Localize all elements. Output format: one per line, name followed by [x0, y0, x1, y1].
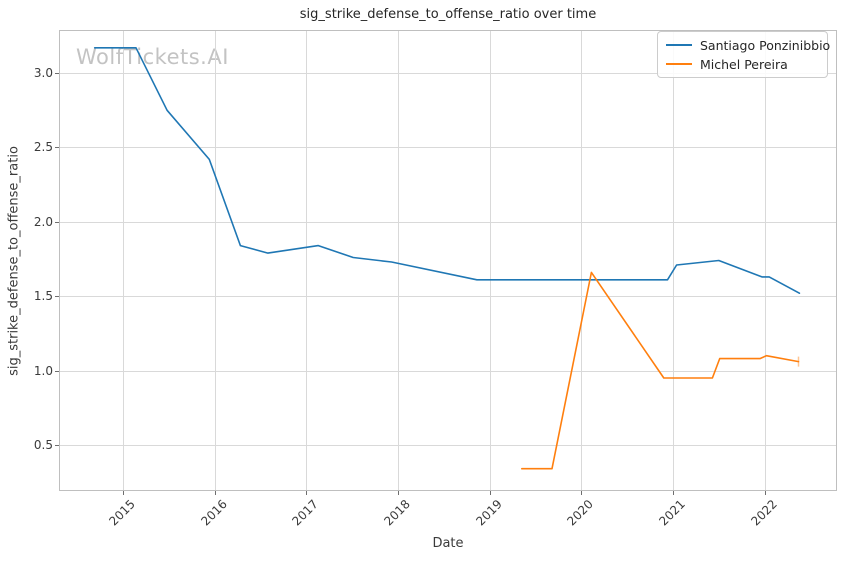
plot-border [59, 30, 837, 491]
x-tick-label: 2020 [564, 497, 596, 529]
y-tick-label: 1.5 [33, 289, 53, 303]
chart-title: sig_strike_defense_to_offense_ratio over… [299, 7, 597, 22]
legend-line-swatch-icon [666, 63, 692, 65]
y-axis-label: sig_strike_defense_to_offense_ratio [6, 146, 22, 376]
watermark: WolfTickets.AI [76, 45, 229, 69]
y-tick-label: 1.0 [33, 364, 53, 378]
plot-area [55, 30, 837, 495]
y-tick-label: 3.0 [33, 66, 53, 80]
legend-line-swatch-icon [666, 44, 692, 46]
legend: Santiago Ponzinibbio Michel Pereira [657, 31, 830, 78]
x-tick-label: 2021 [656, 497, 688, 529]
series-line [520, 271, 800, 470]
x-tick-label: 2016 [198, 497, 230, 529]
series-line [93, 46, 801, 295]
x-tick-label: 2018 [381, 497, 413, 529]
x-tick-label: 2015 [106, 497, 138, 529]
y-tick-label: 0.5 [33, 438, 53, 452]
y-tick-label: 2.5 [33, 140, 53, 154]
x-tick-label: 2019 [473, 497, 505, 529]
legend-label: Santiago Ponzinibbio [700, 37, 831, 53]
legend-item-santiago-ponzinibbio: Santiago Ponzinibbio [666, 37, 830, 53]
x-tick-label: 2022 [748, 497, 780, 529]
legend-item-michel-pereira: Michel Pereira [666, 56, 819, 72]
legend-label: Michel Pereira [700, 56, 788, 72]
x-tick-label: 2017 [289, 497, 321, 529]
x-axis-label: Date [432, 536, 464, 551]
y-tick-label: 2.0 [33, 215, 53, 229]
